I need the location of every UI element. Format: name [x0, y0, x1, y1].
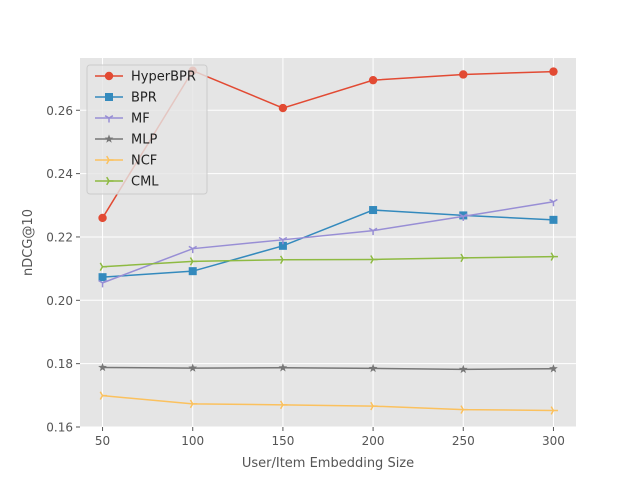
series-line-bpr [102, 209, 554, 278]
data-point-ncf [279, 400, 288, 410]
legend-item-bpr: BPR [95, 91, 157, 106]
data-point-mlp [458, 364, 468, 374]
data-point-bpr [369, 206, 378, 215]
data-point-mlp [188, 363, 198, 372]
data-point-bpr [459, 211, 468, 220]
data-point-mf [188, 245, 198, 254]
x-tick-label: 50 [95, 434, 110, 448]
data-point-cml [550, 252, 558, 261]
x-axis-title: User/Item Embedding Size [242, 456, 414, 471]
series-layer [98, 66, 558, 415]
series-bpr [98, 206, 558, 282]
series-line-cml [102, 255, 554, 268]
legend-label: MF [131, 112, 150, 127]
legend-item-cml: CML [95, 175, 159, 190]
data-point-bpr [278, 241, 287, 250]
data-point-ncf [460, 405, 468, 414]
legend-item-mf: MF [95, 112, 150, 127]
legend-label: BPR [131, 91, 157, 106]
data-point-cml [99, 262, 108, 272]
data-point-hyperbpr [98, 213, 107, 223]
series-line-mf [102, 201, 554, 284]
x-tick-label: 100 [181, 434, 204, 448]
series-mlp [98, 362, 558, 374]
data-point-hyperbpr [459, 70, 468, 79]
data-point-mf [368, 227, 378, 236]
data-point-ncf [370, 401, 378, 411]
legend-item-ncf: NCF [95, 154, 157, 169]
series-cml [99, 252, 558, 272]
y-axis-title: nDCG@10 [21, 209, 36, 276]
y-tick-label: 0.16 [46, 421, 73, 435]
series-mf [98, 198, 558, 288]
y-tick-label: 0.18 [46, 357, 73, 371]
data-point-bpr [188, 267, 197, 276]
legend-marker [106, 155, 114, 165]
y-tick-label: 0.26 [46, 104, 73, 118]
series-line-ncf [102, 394, 554, 412]
data-point-bpr [98, 273, 107, 282]
data-point-cml [460, 253, 468, 263]
data-point-hyperbpr [368, 75, 378, 85]
series-line-mlp [102, 366, 554, 371]
data-point-mf [458, 213, 468, 221]
axis-ticks: 50 100 150 200 250 300 0.16 0.18 0.20 0.22 0.24 0.2… [46, 104, 565, 448]
series-ncf [99, 391, 558, 415]
data-point-ncf [189, 399, 198, 409]
legend-item-hyperbpr: HyperBPR [95, 70, 196, 85]
data-point-mlp [278, 363, 288, 372]
legend-marker [106, 176, 114, 186]
y-tick-label: 0.22 [46, 230, 73, 244]
data-point-cml [189, 257, 198, 266]
legend-item-mlp: MLP [95, 133, 157, 148]
data-point-mlp [368, 363, 378, 373]
legend: HyperBPR BPR MF MLP NCF CML [86, 64, 208, 195]
data-point-ncf [99, 391, 108, 400]
data-point-cml [279, 255, 288, 265]
data-point-cml [370, 255, 378, 264]
x-tick-label: 200 [362, 434, 385, 448]
y-tick-label: 0.20 [46, 294, 73, 308]
legend-label: MLP [131, 133, 157, 148]
data-point-hyperbpr [278, 103, 288, 113]
x-tick-label: 150 [271, 434, 294, 448]
data-point-hyperbpr [549, 67, 558, 76]
legend-label: CML [131, 175, 159, 190]
data-point-mf [549, 198, 558, 207]
legend-marker [104, 134, 114, 143]
data-point-ncf [550, 406, 558, 415]
data-point-mf [98, 279, 107, 288]
legend-marker [104, 115, 114, 123]
data-point-bpr [549, 215, 558, 224]
x-tick-label: 300 [542, 434, 565, 448]
data-point-mlp [98, 362, 107, 372]
x-tick-label: 250 [452, 434, 475, 448]
data-point-mlp [549, 364, 558, 373]
legend-label: HyperBPR [131, 70, 196, 85]
legend-marker [104, 71, 114, 81]
legend-label: NCF [131, 154, 157, 169]
y-tick-label: 0.24 [46, 167, 73, 181]
data-point-mf [278, 236, 288, 245]
legend-marker [105, 93, 113, 101]
